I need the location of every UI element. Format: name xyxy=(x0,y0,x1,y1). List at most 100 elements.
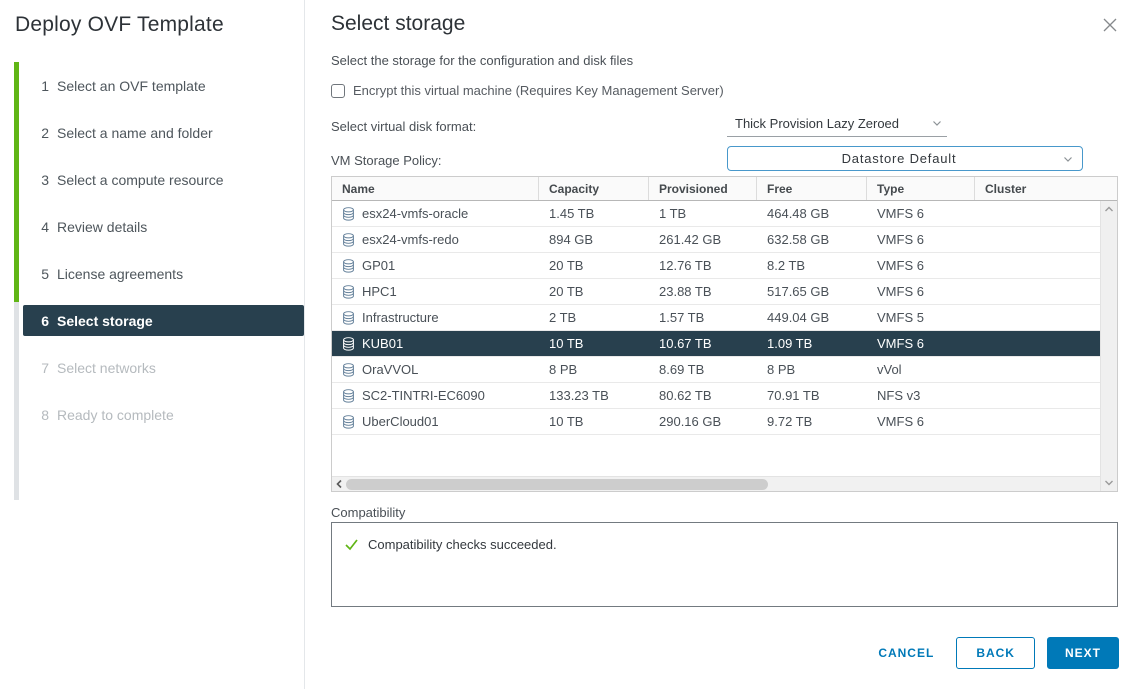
table-row-UberCloud01[interactable]: UberCloud01 10 TB 290.16 GB 9.72 TB VMFS 6 xyxy=(332,409,1100,435)
cell-type: VMFS 5 xyxy=(877,310,924,325)
cell-type: vVol xyxy=(877,362,902,377)
vertical-scrollbar[interactable] xyxy=(1100,201,1117,491)
cell-free: 632.58 GB xyxy=(767,232,830,247)
table-row-esx24-vmfs-oracle[interactable]: esx24-vmfs-oracle 1.45 TB 1 TB 464.48 GB VMF… xyxy=(332,201,1100,227)
table-row-esx24-vmfs-redo[interactable]: esx24-vmfs-redo 894 GB 261.42 GB 632.58 GB V… xyxy=(332,227,1100,253)
step-number: 4 xyxy=(41,218,49,235)
wizard-footer: CANCEL BACK NEXT xyxy=(868,637,1119,669)
cell-type: VMFS 6 xyxy=(877,232,924,247)
cell-free: 517.65 GB xyxy=(767,284,830,299)
cell-provisioned: 80.62 TB xyxy=(659,388,712,403)
disk-format-select[interactable]: Thick Provision Lazy Zeroed xyxy=(727,110,947,137)
table-row-GP01[interactable]: GP01 20 TB 12.76 TB 8.2 TB VMFS 6 xyxy=(332,253,1100,279)
cell-name: esx24-vmfs-redo xyxy=(332,232,539,247)
encrypt-row: Encrypt this virtual machine (Requires K… xyxy=(331,83,724,98)
cancel-button[interactable]: CANCEL xyxy=(868,637,944,669)
datastore-icon xyxy=(342,414,355,429)
disk-format-value: Thick Provision Lazy Zeroed xyxy=(735,115,900,131)
step-label: Select a compute resource xyxy=(57,171,224,188)
back-button[interactable]: BACK xyxy=(956,637,1035,669)
cell-name: OraVVOL xyxy=(332,362,539,377)
storage-policy-select[interactable]: Datastore Default xyxy=(727,146,1083,171)
datastore-icon xyxy=(342,362,355,377)
storage-policy-value: Datastore Default xyxy=(841,151,957,166)
step-label: Ready to complete xyxy=(57,406,174,423)
table-row-OraVVOL[interactable]: OraVVOL 8 PB 8.69 TB 8 PB vVol xyxy=(332,357,1100,383)
step-number: 5 xyxy=(41,265,49,282)
step-number: 6 xyxy=(41,312,49,329)
step-number: 3 xyxy=(41,171,49,188)
step-number: 8 xyxy=(41,406,49,423)
close-icon[interactable] xyxy=(1101,16,1121,36)
page-title: Select storage xyxy=(331,12,466,35)
wizard-step-8-ready-to-complete: 8 Ready to complete xyxy=(23,391,304,438)
step-label: Select networks xyxy=(57,359,156,376)
step-label: Select a name and folder xyxy=(57,124,213,141)
datastore-icon xyxy=(342,336,355,351)
column-header-provisioned[interactable]: Provisioned xyxy=(649,177,757,200)
datastore-icon xyxy=(342,310,355,325)
horizontal-scroll-thumb[interactable] xyxy=(346,478,768,490)
wizard-step-5-license-agreements[interactable]: 5 License agreements xyxy=(23,250,304,297)
wizard-step-1-select-an-ovf-template[interactable]: 1 Select an OVF template xyxy=(23,62,304,109)
column-header-capacity[interactable]: Capacity xyxy=(539,177,649,200)
datastore-icon xyxy=(342,284,355,299)
compatibility-label: Compatibility xyxy=(331,505,406,520)
next-button[interactable]: NEXT xyxy=(1046,637,1119,669)
cell-name: GP01 xyxy=(332,258,539,273)
table-row-HPC1[interactable]: HPC1 20 TB 23.88 TB 517.65 GB VMFS 6 xyxy=(332,279,1100,305)
cell-provisioned: 10.67 TB xyxy=(659,336,712,351)
cell-free: 1.09 TB xyxy=(767,336,813,351)
column-header-type[interactable]: Type xyxy=(867,177,975,200)
cell-capacity: 20 TB xyxy=(549,258,584,273)
cell-name: HPC1 xyxy=(332,284,539,299)
datastore-icon xyxy=(342,232,355,247)
cell-capacity: 10 TB xyxy=(549,414,584,429)
compatibility-result: Compatibility checks succeeded. xyxy=(344,537,1105,552)
disk-format-label: Select virtual disk format: xyxy=(331,119,477,134)
cell-provisioned: 8.69 TB xyxy=(659,362,705,377)
cell-provisioned: 290.16 GB xyxy=(659,414,722,429)
datastore-table-body: esx24-vmfs-oracle 1.45 TB 1 TB 464.48 GB VMF… xyxy=(332,201,1100,476)
compatibility-message: Compatibility checks succeeded. xyxy=(368,537,557,552)
wizard-step-4-review-details[interactable]: 4 Review details xyxy=(23,203,304,250)
select-storage-panel: Select storage Select the storage for th… xyxy=(306,0,1139,689)
cell-capacity: 8 PB xyxy=(549,362,578,377)
wizard-step-6-select-storage[interactable]: 6 Select storage xyxy=(23,305,304,336)
datastore-icon xyxy=(342,206,355,221)
column-header-name[interactable]: Name xyxy=(332,177,539,200)
scroll-down-icon xyxy=(1105,480,1113,486)
wizard-step-2-select-a-name-and-folder[interactable]: 2 Select a name and folder xyxy=(23,109,304,156)
progress-bar-remaining xyxy=(14,302,19,500)
cell-name: Infrastructure xyxy=(332,310,539,325)
cell-name: esx24-vmfs-oracle xyxy=(332,206,539,221)
cell-free: 70.91 TB xyxy=(767,388,820,403)
page-subtitle: Select the storage for the configuration… xyxy=(331,53,634,68)
wizard-step-7-select-networks: 7 Select networks xyxy=(23,344,304,391)
chevron-down-icon xyxy=(1062,153,1074,165)
step-number: 1 xyxy=(41,77,49,94)
cell-capacity: 2 TB xyxy=(549,310,577,325)
cell-capacity: 20 TB xyxy=(549,284,584,299)
cell-type: VMFS 6 xyxy=(877,258,924,273)
compatibility-box: Compatibility checks succeeded. xyxy=(331,522,1118,607)
column-header-cluster[interactable]: Cluster xyxy=(985,181,1027,196)
cell-capacity: 894 GB xyxy=(549,232,594,247)
horizontal-scrollbar[interactable] xyxy=(332,476,1100,491)
cell-free: 8.2 TB xyxy=(767,258,806,273)
encrypt-checkbox[interactable] xyxy=(331,83,345,98)
scroll-left-icon[interactable] xyxy=(332,479,346,489)
cell-type: VMFS 6 xyxy=(877,336,924,351)
table-row-SC2-TINTRI-EC6090[interactable]: SC2-TINTRI-EC6090 133.23 TB 80.62 TB 70.91 … xyxy=(332,383,1100,409)
wizard-step-3-select-a-compute-resource[interactable]: 3 Select a compute resource xyxy=(23,156,304,203)
column-header-free[interactable]: Free xyxy=(757,177,867,200)
step-label: Select storage xyxy=(57,312,153,329)
table-row-KUB01[interactable]: KUB01 10 TB 10.67 TB 1.09 TB VMFS 6 xyxy=(332,331,1100,357)
table-row-Infrastructure[interactable]: Infrastructure 2 TB 1.57 TB 449.04 GB VMFS 5 xyxy=(332,305,1100,331)
cell-free: 464.48 GB xyxy=(767,206,830,221)
wizard-title: Deploy OVF Template xyxy=(15,13,224,36)
cell-free: 449.04 GB xyxy=(767,310,830,325)
cell-capacity: 133.23 TB xyxy=(549,388,609,403)
step-number: 7 xyxy=(41,359,49,376)
chevron-down-icon xyxy=(931,117,943,129)
